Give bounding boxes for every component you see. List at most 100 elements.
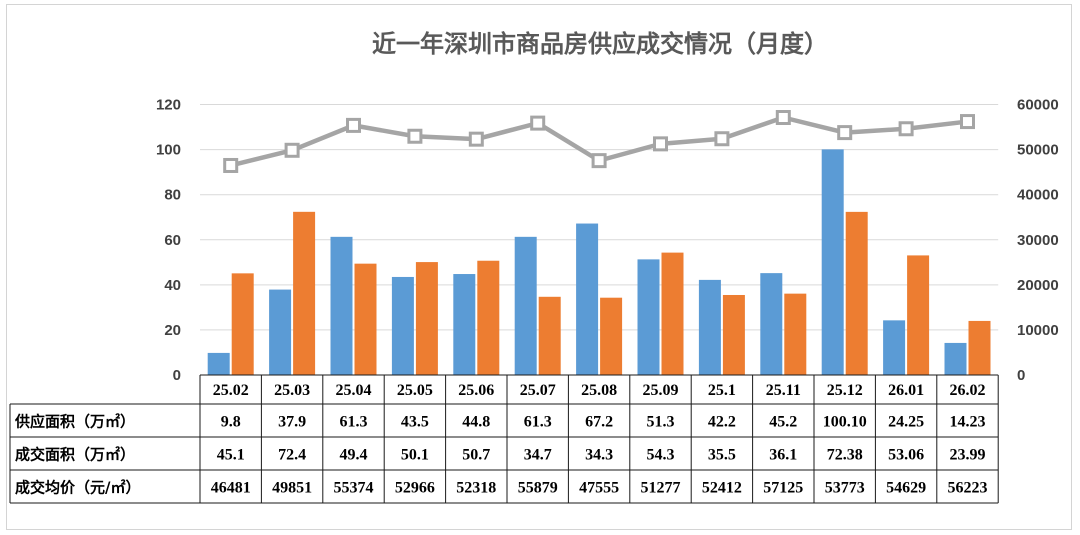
- category-label: 25.06: [458, 382, 494, 399]
- supply-bar-12: [944, 342, 967, 375]
- price-marker-4: [468, 131, 484, 147]
- data-table-cell: 36.1: [769, 447, 797, 464]
- data-table-cell: 56223: [948, 480, 988, 497]
- price-marker-9: [775, 109, 791, 125]
- price-line: [223, 109, 975, 173]
- category-label: 25.11: [766, 382, 801, 399]
- data-table-cell: 43.5: [401, 414, 429, 431]
- right-tick-label: 20000: [1017, 277, 1059, 294]
- price-marker-5: [530, 115, 546, 131]
- data-table-cell: 52318: [456, 480, 496, 497]
- data-table-cell: 51277: [641, 480, 681, 497]
- deal-bar-1: [293, 211, 316, 375]
- data-table-cell: 72.38: [827, 447, 863, 464]
- data-table-cell: 57125: [763, 480, 803, 497]
- deal-bar-8: [722, 294, 745, 375]
- deal-bar-4: [477, 260, 500, 375]
- data-table-cell: 44.8: [462, 414, 490, 431]
- deal-bar-5: [538, 296, 561, 375]
- chart-title: 近一年深圳市商品房供应成交情况（月度）: [372, 30, 828, 58]
- data-table-cell: 46481: [211, 480, 251, 497]
- data-table-cell: 45.1: [217, 447, 245, 464]
- category-label: 25.1: [708, 382, 736, 399]
- supply-bar-5: [514, 236, 537, 375]
- data-table-cell: 24.25: [888, 414, 924, 431]
- left-axis-ticks: 0 20 40 60 80 100 120: [156, 97, 181, 384]
- data-table-cell: 52966: [395, 480, 435, 497]
- supply-bar-0: [207, 352, 230, 375]
- price-marker-7: [653, 136, 668, 152]
- price-marker-6: [591, 153, 607, 169]
- data-table-cell: 72.4: [278, 447, 306, 464]
- deal-bar-10: [845, 211, 868, 375]
- right-tick-label: 0: [1017, 367, 1025, 384]
- data-table-cell: 53.06: [888, 447, 924, 464]
- data-table-cell: 54629: [886, 480, 926, 497]
- left-tick-label: 120: [156, 97, 181, 114]
- price-marker-10: [837, 125, 853, 141]
- data-table-cell: 34.7: [524, 447, 552, 464]
- data-table-cell: 52412: [702, 480, 742, 497]
- supply-bar-7: [637, 259, 660, 375]
- deal-bar-0: [231, 273, 254, 375]
- data-table-cell: 49851: [272, 480, 312, 497]
- right-axis-ticks: 0 10000 20000 30000 40000 50000 60000: [1017, 97, 1059, 384]
- price-marker-2: [346, 117, 361, 133]
- deal-bar-9: [784, 293, 807, 375]
- left-tick-label: 60: [164, 232, 181, 249]
- data-table-cell: 37.9: [278, 414, 306, 431]
- price-marker-11: [898, 121, 914, 137]
- data-table-cell: 53773: [825, 480, 865, 497]
- deal-bar-11: [907, 255, 930, 375]
- category-label: 25.03: [274, 382, 310, 399]
- supply-bar-9: [760, 273, 783, 375]
- right-tick-label: 50000: [1017, 142, 1059, 159]
- deal-bar-6: [600, 297, 623, 375]
- left-tick-label: 0: [173, 367, 181, 384]
- deal-bar-2: [354, 263, 377, 375]
- data-table-cell: 23.99: [950, 447, 986, 464]
- data-table-cell: 50.1: [401, 447, 429, 464]
- data-table-cell: 67.2: [585, 414, 613, 431]
- category-label: 25.09: [643, 382, 679, 399]
- series-row-label: 供应面积（万㎡）: [14, 413, 135, 431]
- deal-bar-3: [415, 262, 438, 375]
- data-table-cell: 45.2: [769, 414, 797, 431]
- supply-bar-11: [883, 320, 906, 375]
- data-table-cell: 42.2: [708, 414, 736, 431]
- data-table-cell: 54.3: [647, 447, 675, 464]
- supply-bar-6: [576, 223, 599, 375]
- category-label: 25.05: [397, 382, 433, 399]
- category-label: 25.04: [336, 382, 372, 399]
- price-marker-1: [284, 142, 300, 158]
- price-marker-3: [407, 128, 423, 144]
- data-table-cell: 61.3: [340, 414, 368, 431]
- data-table-cell: 34.3: [585, 447, 613, 464]
- data-table-cell: 55879: [518, 480, 558, 497]
- right-tick-label: 30000: [1017, 232, 1059, 249]
- category-label: 26.02: [950, 382, 986, 399]
- category-label: 25.12: [827, 382, 863, 399]
- right-tick-label: 60000: [1017, 97, 1059, 114]
- data-table-cell: 50.7: [462, 447, 490, 464]
- left-tick-label: 20: [164, 322, 181, 339]
- price-marker-12: [960, 114, 975, 130]
- chart-frame: [6, 4, 1072, 530]
- data-table-cell: 100.10: [823, 414, 867, 431]
- right-tick-label: 40000: [1017, 187, 1059, 204]
- left-tick-label: 100: [156, 142, 181, 159]
- left-tick-label: 40: [164, 277, 181, 294]
- category-label: 26.01: [888, 382, 924, 399]
- left-tick-label: 80: [164, 187, 181, 204]
- deal-bar-12: [968, 320, 991, 375]
- category-label: 25.08: [581, 382, 617, 399]
- bars: [207, 149, 991, 375]
- data-table-cell: 9.8: [221, 414, 241, 431]
- supply-bar-3: [391, 276, 414, 375]
- price-marker-0: [223, 157, 239, 173]
- data-table-cell: 51.3: [647, 414, 675, 431]
- data-table-cell: 49.4: [340, 447, 368, 464]
- supply-bar-4: [453, 274, 476, 375]
- supply-bar-8: [698, 279, 721, 375]
- category-label: 25.02: [213, 382, 249, 399]
